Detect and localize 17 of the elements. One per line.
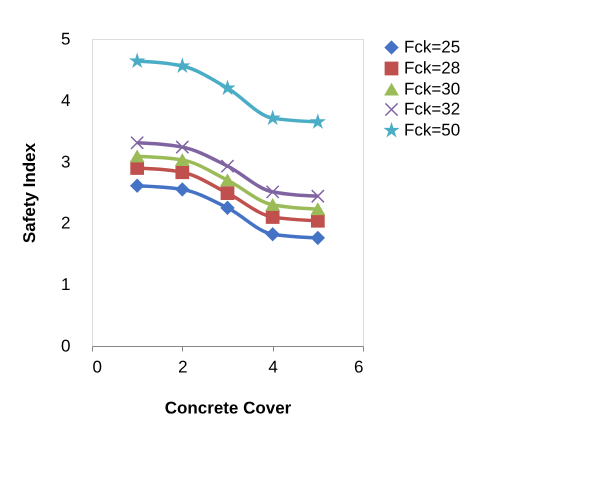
x-tick-label: 2: [178, 358, 188, 376]
legend-label: Fck=32: [404, 100, 460, 118]
y-axis-title: Safety Index: [20, 142, 40, 244]
y-tick-label: 5: [61, 30, 70, 48]
y-tick-label: 2: [61, 214, 70, 233]
x-tick-label: 4: [268, 358, 278, 376]
x-tick-label: 0: [92, 358, 102, 376]
y-tick-label: 0: [61, 336, 70, 356]
legend-label: Fck=28: [404, 58, 460, 78]
y-tick-label: 4: [61, 90, 70, 110]
x-axis-title: Concrete Cover: [164, 398, 292, 418]
legend-label: Fck=30: [404, 80, 460, 98]
y-tick-label: 3: [61, 152, 70, 172]
x-tick-label: 6: [354, 358, 364, 376]
legend-label: Fck=25: [404, 38, 460, 56]
y-tick-label: 1: [61, 275, 70, 294]
legend-label: Fck=50: [404, 120, 460, 140]
